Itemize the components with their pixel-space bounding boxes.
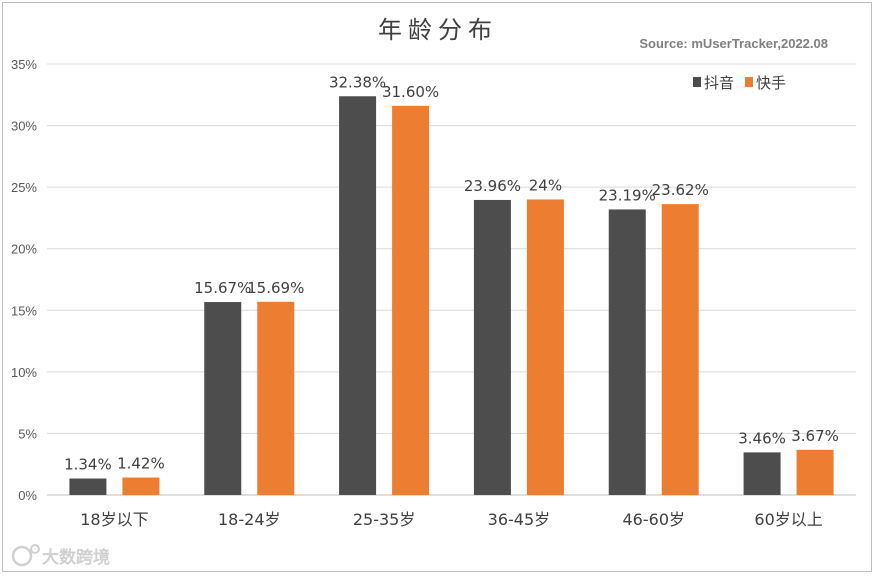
- y-tick-label: 10%: [11, 365, 37, 380]
- watermark-text: 大数跨境: [42, 547, 110, 568]
- data-label: 1.42%: [117, 455, 165, 473]
- bar-kuaishou: [796, 449, 834, 495]
- x-category-label: 60岁以上: [754, 510, 822, 529]
- bar-douyin: [204, 302, 242, 495]
- bar-kuaishou: [526, 199, 564, 495]
- legend-swatch: [745, 77, 753, 87]
- y-tick-label: 25%: [11, 180, 37, 195]
- legend-label: 快手: [756, 74, 786, 92]
- bar-kuaishou: [392, 105, 430, 496]
- source-note: Source: mUserTracker,2022.08: [639, 36, 828, 51]
- y-tick-label: 30%: [11, 119, 37, 134]
- x-category-label: 18-24岁: [218, 510, 281, 529]
- legend: 抖音 快手: [693, 74, 786, 92]
- watermark: 大数跨境: [11, 544, 110, 568]
- bars: 1.34% 1.42% 15.67%15.69% 32.38%31.60% 23.96%…: [64, 73, 839, 496]
- data-label: 24%: [529, 176, 562, 194]
- y-tick-label: 5%: [18, 426, 37, 441]
- data-label: 23.19%: [599, 186, 656, 204]
- x-category-label: 36-45岁: [488, 510, 551, 529]
- data-label: 3.67%: [791, 427, 839, 445]
- x-category-label: 25-35岁: [353, 510, 416, 529]
- y-tick-label: 15%: [11, 303, 37, 318]
- data-label: 31.60%: [382, 83, 439, 101]
- bar-douyin: [473, 199, 511, 495]
- watermark-logo-icon: [11, 545, 33, 567]
- bar-kuaishou: [661, 204, 699, 495]
- bar-douyin: [608, 209, 646, 496]
- data-label: 23.62%: [652, 181, 709, 199]
- watermark-logo-dot-icon: [30, 544, 40, 554]
- data-label: 23.96%: [464, 177, 521, 195]
- bar-douyin: [69, 478, 107, 495]
- y-tick-label: 0%: [18, 488, 37, 503]
- chart-title: 年龄分布: [378, 16, 498, 44]
- x-axis: 18岁以下 18-24岁 25-35岁 36-45岁 46-60岁 60岁以上: [80, 510, 823, 529]
- legend-label: 抖音: [704, 74, 734, 92]
- y-tick-label: 35%: [11, 57, 37, 72]
- data-label: 1.34%: [64, 455, 112, 473]
- bar-kuaishou: [257, 301, 295, 495]
- data-label: 32.38%: [329, 73, 386, 91]
- data-label: 15.67%: [194, 279, 251, 297]
- y-axis: 0% 5% 10% 15% 20% 25% 30% 35%: [11, 57, 37, 503]
- x-category-label: 46-60岁: [623, 510, 686, 529]
- y-tick-label: 20%: [11, 242, 37, 257]
- bar-douyin: [743, 452, 781, 495]
- data-label: 15.69%: [247, 279, 304, 297]
- bar-douyin: [339, 96, 377, 495]
- gridlines: [47, 63, 856, 496]
- data-label: 3.46%: [738, 429, 786, 447]
- bar-kuaishou: [122, 477, 160, 495]
- legend-swatch: [693, 77, 701, 87]
- x-category-label: 18岁以下: [80, 510, 148, 529]
